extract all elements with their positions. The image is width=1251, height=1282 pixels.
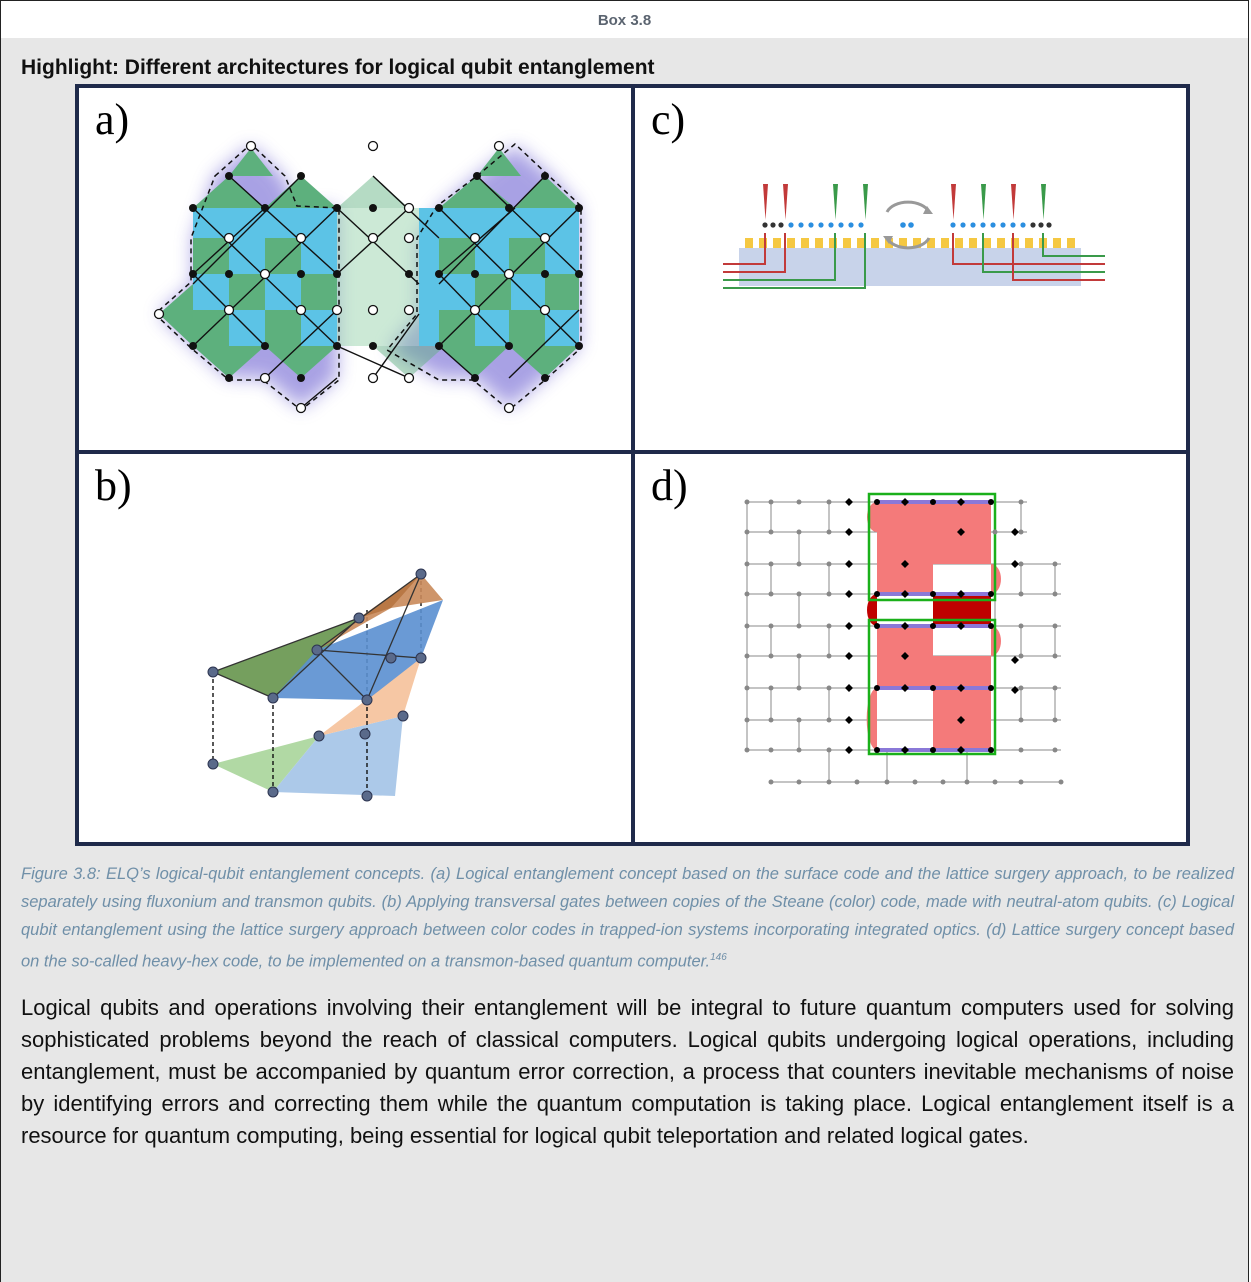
surface-code-diagram	[153, 140, 583, 414]
panel-c-label: c)	[651, 95, 686, 144]
panel-b: b)	[79, 454, 631, 842]
caption-text: Figure 3.8: ELQ’s logical-qubit entangle…	[21, 865, 1234, 971]
qubit-nodes	[153, 140, 583, 414]
panel-a: a)	[79, 88, 631, 450]
caption-footnote: 146	[710, 952, 727, 963]
trapped-ion-diagram	[723, 184, 1105, 289]
body-paragraph: Logical qubits and operations involving …	[21, 995, 1234, 1148]
box-heading: Highlight: Different architectures for l…	[21, 56, 655, 79]
color-code-transversal-diagram	[207, 568, 443, 802]
panel-b-label: b)	[95, 461, 132, 510]
panel-d: d)	[635, 454, 1186, 842]
box-body: Highlight: Different architectures for l…	[1, 38, 1248, 1282]
figure-caption: Figure 3.8: ELQ’s logical-qubit entangle…	[21, 860, 1234, 976]
panel-d-label: d)	[651, 461, 688, 510]
box-label: Box 3.8	[1, 0, 1248, 40]
panel-a-label: a)	[95, 95, 130, 144]
heavy-hex-diagram	[744, 492, 1064, 785]
panel-c: c)	[635, 88, 1186, 450]
figure-3-8: a)	[75, 84, 1190, 846]
